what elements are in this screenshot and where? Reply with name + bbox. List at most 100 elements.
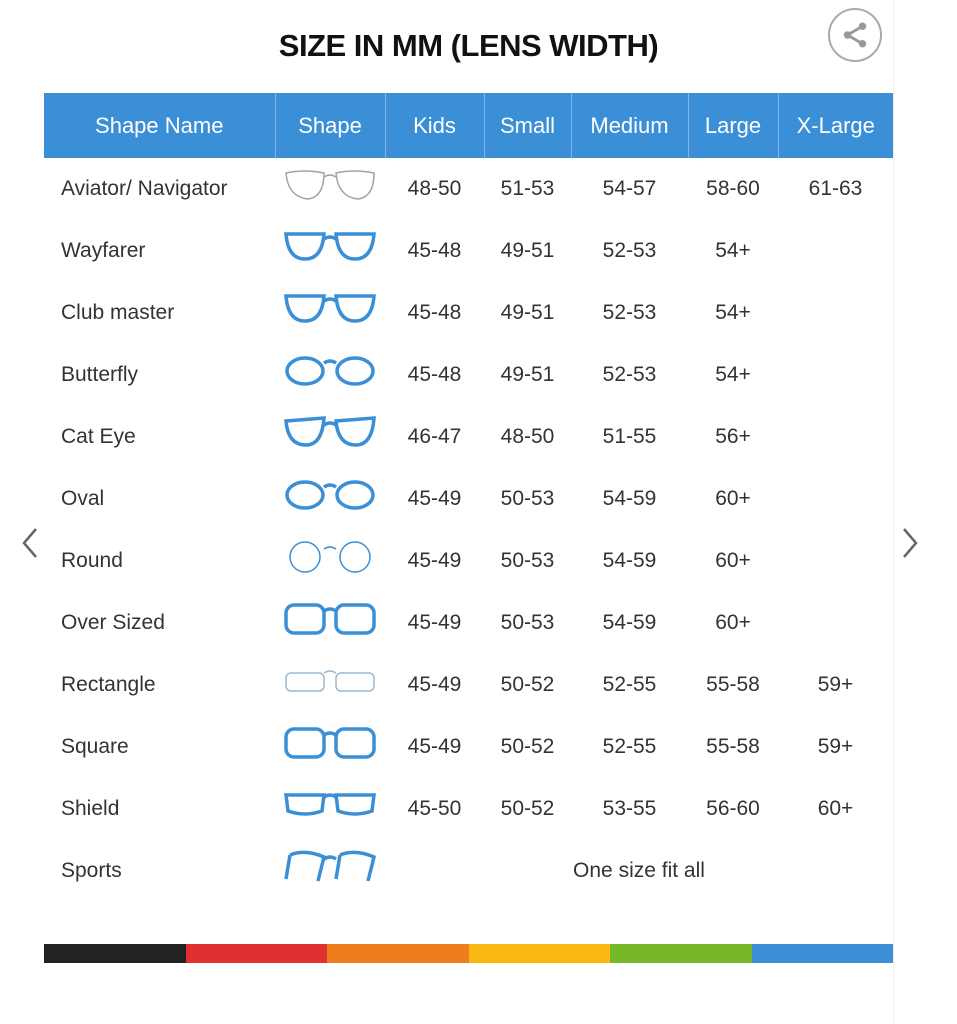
size-cell: 45-48 [407,239,462,262]
size-cell: 58-60 [706,177,760,200]
size-cell: 45-49 [407,549,462,572]
size-cell: 59+ [817,673,854,696]
chevron-right-icon [903,528,918,558]
column-header: Medium [570,93,688,158]
size-cell [778,406,893,468]
color-bar-segment [185,944,327,963]
size-cell: 50-52 [500,673,555,696]
size-cell: 45-49 [407,735,462,758]
size-cell: 48-50 [500,425,555,448]
shape-image [275,840,385,902]
shape-image [275,716,385,778]
size-cell: 49-51 [500,301,555,324]
glasses-butterfly-icon [285,356,375,386]
share-button[interactable] [828,8,882,62]
column-header: Large [687,93,778,158]
next-button[interactable] [900,525,920,566]
size-cell: 50-53 [500,549,555,572]
table-row: Over Sized 45-49 50-53 54-59 60+ [44,592,893,654]
shape-image [275,282,385,344]
glasses-wayfarer-icon [284,232,376,261]
table-row: Butterfly 45-48 49-51 52-53 54+ [44,344,893,406]
size-cell: 45-49 [407,487,462,510]
glasses-clubmaster-icon [284,294,376,323]
size-cell: 54-59 [602,549,657,572]
shape-name: Cat Eye [61,425,136,448]
previous-button[interactable] [20,525,40,566]
size-cell: 52-53 [602,239,657,262]
size-cell: 60+ [817,797,854,820]
size-cell: 48-50 [407,177,462,200]
size-cell: 60+ [715,611,751,634]
share-icon [843,22,867,48]
size-cell: 54-59 [602,487,657,510]
size-cell: 49-51 [500,363,555,386]
column-header: Shape Name [44,93,275,158]
size-cell: 52-55 [602,673,657,696]
size-cell [778,530,893,592]
shape-image [275,344,385,406]
shape-name: Square [61,735,129,758]
shape-name: Shield [61,797,120,820]
size-cell: 60+ [715,549,751,572]
size-cell: 49-51 [500,239,555,262]
size-cell: 61-63 [808,177,863,200]
size-cell: 56+ [715,425,751,448]
page-edge [893,0,894,1024]
glasses-square-icon [284,727,376,759]
size-cell [778,282,893,344]
size-cell: 54+ [715,239,751,262]
size-cell: 45-50 [407,797,462,820]
color-bar-segment [468,944,610,963]
table-row: Aviator/ Navigator 48-50 51-53 54-57 58-60 61… [44,158,893,220]
table-row: Rectangle 45-49 50-52 52-55 55-58 59+ [44,654,893,716]
size-cell: 55-58 [706,735,760,758]
table-row: Square 45-49 50-52 52-55 55-58 59+ [44,716,893,778]
shape-image [275,468,385,530]
glasses-sports-icon [284,850,377,882]
size-cell: 45-48 [407,301,462,324]
shape-name: Butterfly [61,363,139,386]
size-cell: 51-53 [500,177,555,200]
size-cell: 50-52 [500,735,555,758]
table-row: Sports One size fit all [44,840,893,902]
color-bar-segment [610,944,752,963]
size-cell: 45-48 [407,363,462,386]
size-cell: 54+ [715,301,751,324]
shape-name: Over Sized [61,611,165,634]
column-header: Shape [274,93,385,158]
shape-name: Wayfarer [61,239,146,262]
glasses-cateye-icon [284,416,376,447]
size-cell [778,468,893,530]
shape-name: Oval [61,487,105,510]
size-cell: 55-58 [706,673,760,696]
size-cell: 59+ [817,735,854,758]
shape-name: Aviator/ Navigator [61,177,228,200]
size-cell-all: One size fit all [573,859,705,882]
color-bar-segment [751,944,893,963]
glasses-oversized-icon [284,603,376,635]
size-cell [778,592,893,654]
shape-image [275,158,385,220]
shape-image [275,530,385,592]
size-cell [778,344,893,406]
size-cell: 45-49 [407,611,462,634]
column-header: Small [483,93,571,158]
glasses-oval-icon [285,480,375,510]
shape-name: Club master [61,301,175,324]
color-bar-segment [327,944,469,963]
page-title: SIZE IN MM (LENS WIDTH) [278,28,659,63]
size-table: Shape Name Shape Kids Small Medium Large X-Lar… [44,93,893,902]
color-bar-segment [44,944,186,963]
size-cell: 52-55 [602,735,657,758]
size-cell: 60+ [715,487,751,510]
size-cell: 54+ [715,363,751,386]
glasses-round-icon [289,541,371,573]
shape-name: Rectangle [61,673,156,696]
shape-image [275,220,385,282]
size-cell: 50-53 [500,487,555,510]
table-row: Round 45-49 50-53 54-59 60+ [44,530,893,592]
size-cell: 50-53 [500,611,555,634]
shape-name: Round [61,549,123,572]
column-header: X-Large [777,93,893,158]
